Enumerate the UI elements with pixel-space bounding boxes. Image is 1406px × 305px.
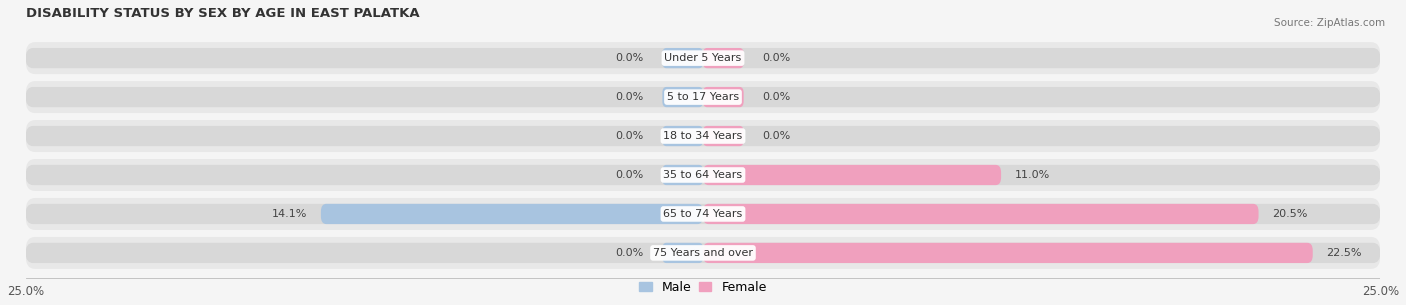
- Text: 75 Years and over: 75 Years and over: [652, 248, 754, 258]
- FancyBboxPatch shape: [25, 198, 1381, 230]
- Text: 14.1%: 14.1%: [271, 209, 308, 219]
- Text: 65 to 74 Years: 65 to 74 Years: [664, 209, 742, 219]
- FancyBboxPatch shape: [25, 243, 1381, 263]
- FancyBboxPatch shape: [25, 42, 1381, 74]
- Text: 11.0%: 11.0%: [1015, 170, 1050, 180]
- Text: 22.5%: 22.5%: [1326, 248, 1362, 258]
- FancyBboxPatch shape: [25, 159, 1381, 191]
- Text: 5 to 17 Years: 5 to 17 Years: [666, 92, 740, 102]
- Text: 0.0%: 0.0%: [616, 53, 644, 63]
- FancyBboxPatch shape: [25, 126, 1381, 146]
- Text: 0.0%: 0.0%: [616, 131, 644, 141]
- Legend: Male, Female: Male, Female: [640, 281, 766, 294]
- FancyBboxPatch shape: [662, 87, 703, 107]
- Text: 0.0%: 0.0%: [616, 248, 644, 258]
- FancyBboxPatch shape: [662, 126, 703, 146]
- Text: Under 5 Years: Under 5 Years: [665, 53, 741, 63]
- FancyBboxPatch shape: [25, 87, 1381, 107]
- Text: 18 to 34 Years: 18 to 34 Years: [664, 131, 742, 141]
- FancyBboxPatch shape: [25, 81, 1381, 113]
- FancyBboxPatch shape: [25, 204, 1381, 224]
- Text: 35 to 64 Years: 35 to 64 Years: [664, 170, 742, 180]
- FancyBboxPatch shape: [703, 126, 744, 146]
- FancyBboxPatch shape: [703, 165, 1001, 185]
- Text: 0.0%: 0.0%: [616, 170, 644, 180]
- FancyBboxPatch shape: [703, 243, 1313, 263]
- FancyBboxPatch shape: [703, 204, 1258, 224]
- FancyBboxPatch shape: [662, 243, 703, 263]
- Text: DISABILITY STATUS BY SEX BY AGE IN EAST PALATKA: DISABILITY STATUS BY SEX BY AGE IN EAST …: [25, 7, 419, 20]
- FancyBboxPatch shape: [25, 48, 1381, 68]
- Text: 20.5%: 20.5%: [1272, 209, 1308, 219]
- FancyBboxPatch shape: [662, 48, 703, 68]
- FancyBboxPatch shape: [25, 165, 1381, 185]
- Text: 0.0%: 0.0%: [762, 131, 790, 141]
- FancyBboxPatch shape: [25, 120, 1381, 152]
- Text: Source: ZipAtlas.com: Source: ZipAtlas.com: [1274, 18, 1385, 28]
- Text: 0.0%: 0.0%: [616, 92, 644, 102]
- FancyBboxPatch shape: [25, 237, 1381, 269]
- FancyBboxPatch shape: [703, 87, 744, 107]
- FancyBboxPatch shape: [321, 204, 703, 224]
- Text: 0.0%: 0.0%: [762, 53, 790, 63]
- FancyBboxPatch shape: [662, 165, 703, 185]
- Text: 0.0%: 0.0%: [762, 92, 790, 102]
- FancyBboxPatch shape: [703, 48, 744, 68]
